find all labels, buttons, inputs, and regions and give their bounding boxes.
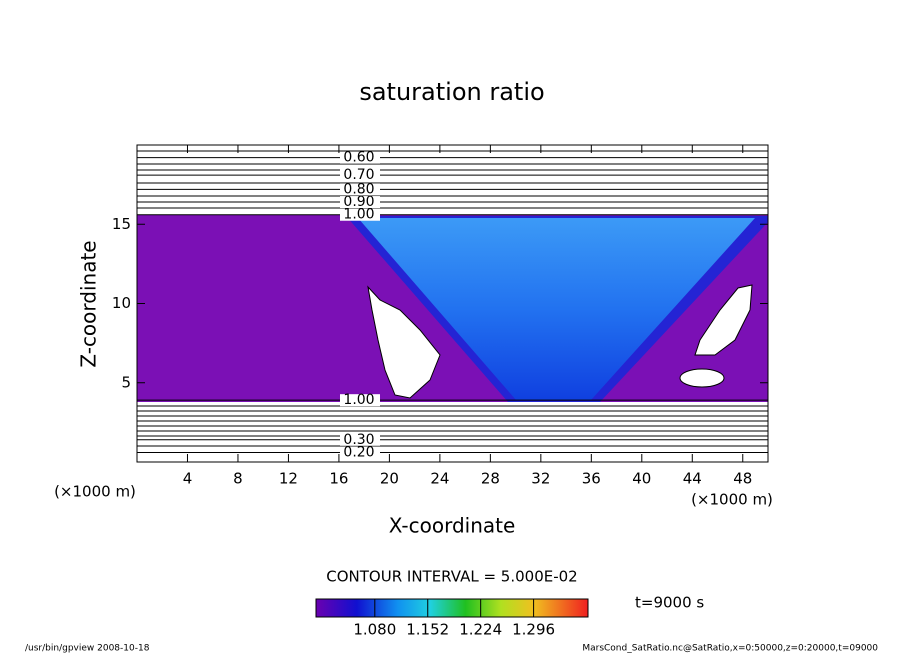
x-unit: (×1000 m) (691, 491, 773, 509)
contour-label: 0.90 (343, 194, 374, 210)
y-tick-label: 10 (112, 294, 131, 312)
colorbar-tick-label: 1.152 (406, 621, 449, 639)
colorbar (315, 598, 589, 618)
time-label: t=9000 s (635, 594, 704, 612)
y-tick-label: 5 (121, 373, 131, 391)
contour-label-bg (340, 183, 380, 196)
x-tick-label: 44 (683, 470, 702, 488)
x-tick-label: 40 (632, 470, 651, 488)
chart-title: saturation ratio (359, 78, 544, 106)
contour-label-bg (340, 208, 380, 221)
contour-interval: CONTOUR INTERVAL = 5.000E-02 (326, 568, 577, 586)
x-tick-label: 48 (733, 470, 752, 488)
contour-label-bg (340, 433, 380, 446)
x-tick-label: 36 (582, 470, 601, 488)
colorbar-tick-label: 1.224 (459, 621, 502, 639)
x-tick-label: 20 (380, 470, 399, 488)
contour-label: 0.70 (343, 167, 374, 183)
contour-label-bg (340, 151, 380, 164)
x-tick-label: 16 (329, 470, 348, 488)
x-tick-label: 28 (481, 470, 500, 488)
contour-label-bg (340, 446, 380, 459)
y-unit: (×1000 m) (54, 483, 136, 501)
contour-label: 0.20 (343, 444, 374, 460)
contour-label: 0.80 (343, 181, 374, 197)
x-tick-label: 4 (183, 470, 193, 488)
x-axis-label: X-coordinate (389, 514, 516, 538)
footer-left: /usr/bin/gpview 2008-10-18 (25, 644, 150, 654)
y-axis-label: Z-coordinate (77, 240, 101, 367)
x-tick-label: 12 (279, 470, 298, 488)
contour-label: 1.00 (343, 392, 374, 408)
y-tick-label: 15 (112, 215, 131, 233)
colorbar-tick-label: 1.296 (512, 621, 555, 639)
contour-label-bg (340, 169, 380, 182)
contour-label: 1.00 (343, 207, 374, 223)
contour-label: 0.60 (343, 150, 374, 166)
field (136, 144, 769, 463)
x-tick-label: 8 (233, 470, 243, 488)
contour-label-bg (340, 196, 380, 209)
contour-label-bg (340, 394, 380, 407)
footer-right: MarsCond_SatRatio.nc@SatRatio,x=0:50000,… (582, 644, 878, 654)
contour-label: 0.30 (343, 432, 374, 448)
x-tick-label: 24 (430, 470, 449, 488)
x-tick-label: 32 (531, 470, 550, 488)
colorbar-tick-label: 1.080 (353, 621, 396, 639)
